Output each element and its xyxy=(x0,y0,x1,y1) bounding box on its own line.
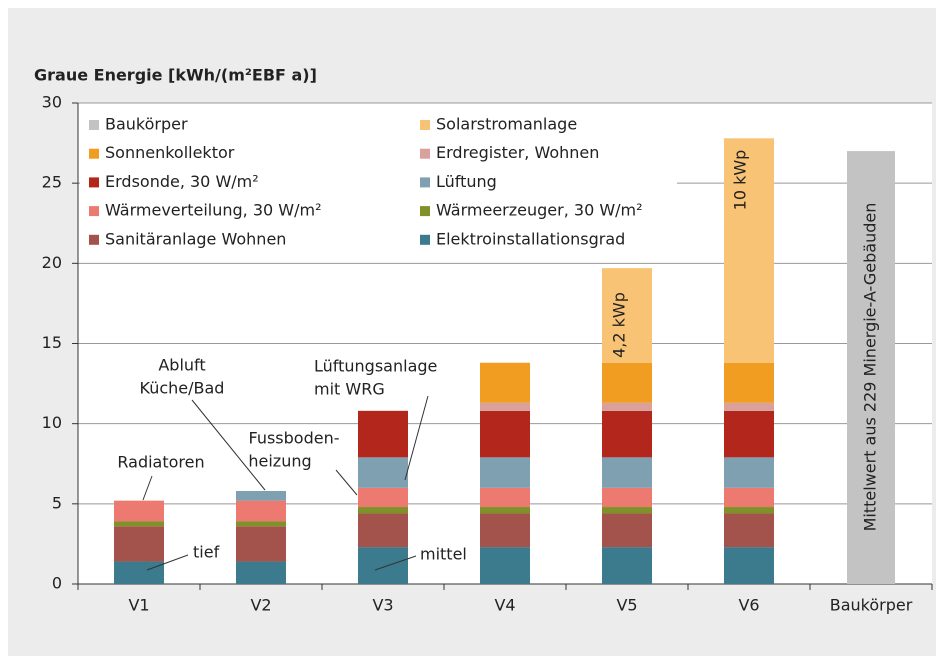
leader-line xyxy=(142,475,153,501)
annotation: mittel xyxy=(420,545,467,564)
legend-label: Wärmeerzeuger, 30 W/m² xyxy=(436,201,643,220)
legend-swatch xyxy=(420,148,430,159)
bar-segment xyxy=(358,547,408,584)
bar-segment xyxy=(358,457,408,488)
bar-segment xyxy=(480,362,530,403)
bar-segment xyxy=(236,521,286,527)
bar-segment xyxy=(480,457,530,488)
bar-segment xyxy=(602,410,652,458)
annotation: Küche/Bad xyxy=(140,379,225,398)
bar-segment xyxy=(480,487,530,508)
legend-label: Elektroinstallationsgrad xyxy=(436,229,625,248)
legend-swatch xyxy=(420,120,430,130)
annotation: 10 kWp xyxy=(731,150,750,211)
leader-lines xyxy=(142,395,429,571)
bar-segment xyxy=(724,362,774,403)
legend-swatch xyxy=(89,206,99,217)
bar-segment xyxy=(114,521,164,527)
leader-line xyxy=(191,399,266,491)
legend-swatch xyxy=(420,177,430,188)
legend-swatch xyxy=(89,120,99,130)
bar-segment xyxy=(236,526,286,562)
bar-segment xyxy=(724,507,774,514)
x-tick-label: V2 xyxy=(250,596,271,615)
bar-segment xyxy=(236,500,286,522)
x-tick-label: V4 xyxy=(494,596,515,615)
legend-label: Wärmeverteilung, 30 W/m² xyxy=(105,201,322,220)
leader-line xyxy=(404,395,429,481)
annotation: Lüftungsanlage xyxy=(314,357,437,376)
bar-segment xyxy=(724,457,774,488)
bar-segment xyxy=(480,547,530,584)
bar-segment xyxy=(358,507,408,514)
bar-segment xyxy=(480,402,530,411)
bar-segment xyxy=(724,487,774,508)
chart-title: Graue Energie [kWh/(m²EBF a)] xyxy=(34,66,317,85)
bar-segment xyxy=(724,547,774,584)
legend-label: Baukörper xyxy=(105,115,188,134)
legend-swatch xyxy=(89,234,99,245)
bar-segment xyxy=(602,547,652,584)
y-tick-label: 10 xyxy=(42,413,62,432)
legend-label: Erdregister, Wohnen xyxy=(436,143,599,162)
bar-segment xyxy=(114,561,164,584)
bar-segment xyxy=(602,402,652,411)
bar-segment xyxy=(236,561,286,584)
y-tick-label: 5 xyxy=(52,493,62,512)
leader-line xyxy=(335,469,358,496)
bar-segment xyxy=(358,513,408,548)
bar-segment xyxy=(358,410,408,458)
bar-segment xyxy=(602,362,652,403)
legend-label: Solarstromanlage xyxy=(436,115,577,134)
legend-label: Erdsonde, 30 W/m² xyxy=(105,172,259,191)
x-tick-label: Baukörper xyxy=(830,596,913,615)
annotation: Fussboden- xyxy=(249,429,340,448)
bar-segment xyxy=(236,491,286,501)
legend-label: Sonnenkollektor xyxy=(105,143,235,162)
y-tick-label: 0 xyxy=(52,574,62,593)
legend-label: Lüftung xyxy=(436,172,497,191)
annotation: 4,2 kWp xyxy=(610,292,629,358)
bar-segment xyxy=(114,500,164,522)
y-tick-label: 20 xyxy=(42,253,62,272)
annotation: Radiatoren xyxy=(117,453,204,472)
y-tick-label: 25 xyxy=(42,173,62,192)
bar-segment xyxy=(602,507,652,514)
legend-swatch xyxy=(89,177,99,188)
bar-segment xyxy=(724,138,774,363)
bar-segment xyxy=(724,402,774,411)
bar-segment xyxy=(847,151,895,584)
bar-segment xyxy=(724,513,774,548)
annotation: Abluft xyxy=(158,356,205,375)
legend-box xyxy=(80,108,677,256)
bar-segment xyxy=(114,526,164,562)
bar-segment xyxy=(602,457,652,488)
legend-swatch xyxy=(420,234,430,245)
x-tick-label: V5 xyxy=(616,596,637,615)
legend-swatch xyxy=(89,148,99,159)
bar-segment xyxy=(480,513,530,548)
leader-line xyxy=(146,554,189,571)
bar-segment xyxy=(602,268,652,363)
legend-label: Sanitäranlage Wohnen xyxy=(105,229,286,248)
x-tick-label: V1 xyxy=(128,596,149,615)
y-tick-label: 30 xyxy=(42,93,62,112)
bar-segment xyxy=(358,487,408,508)
annotation: tief xyxy=(193,543,220,562)
annotation: Mittelwert aus 229 Minergie-A-Gebäuden xyxy=(861,203,880,532)
bar-segment xyxy=(724,410,774,458)
annotation: heizung xyxy=(248,452,311,471)
legend-swatch xyxy=(420,206,430,217)
bar-segment xyxy=(480,410,530,458)
bar-segment xyxy=(480,507,530,514)
x-tick-label: V6 xyxy=(738,596,759,615)
bar-segment xyxy=(602,513,652,548)
leader-line xyxy=(374,555,417,571)
annotation: mit WRG xyxy=(314,380,385,399)
x-tick-label: V3 xyxy=(372,596,393,615)
bar-segment xyxy=(602,487,652,508)
y-tick-label: 15 xyxy=(42,333,62,352)
